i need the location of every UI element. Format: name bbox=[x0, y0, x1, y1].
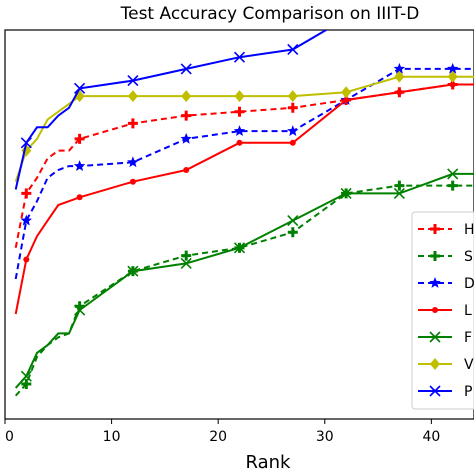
legend-label-l-3: L bbox=[464, 303, 472, 319]
data-point-p-6 bbox=[448, 13, 458, 23]
legend-marker-s-1 bbox=[430, 251, 440, 261]
data-point-v-5 bbox=[181, 90, 192, 103]
data-point-l-3 bbox=[343, 97, 350, 104]
data-point-v-5 bbox=[341, 86, 352, 99]
data-point-d-2 bbox=[393, 62, 406, 74]
series-line-f-4 bbox=[14, 172, 474, 389]
legend-marker-h-0 bbox=[430, 224, 440, 234]
data-point-f-4 bbox=[447, 168, 459, 180]
data-point-p-6 bbox=[287, 43, 299, 56]
series-line-s-1 bbox=[14, 184, 474, 397]
data-point-l-3 bbox=[183, 167, 190, 174]
x-tick-label: 20 bbox=[209, 429, 227, 445]
data-point-s-1 bbox=[181, 250, 192, 261]
data-point-f-4 bbox=[20, 370, 32, 382]
data-point-s-1 bbox=[287, 227, 298, 238]
data-point-d-2 bbox=[233, 125, 246, 136]
legend-marker-f-4 bbox=[429, 331, 441, 343]
legend-label-h-0: H bbox=[464, 222, 474, 238]
chart-title: Test Accuracy Comparison on IIIT-D bbox=[120, 4, 420, 24]
series-line-l-3 bbox=[14, 83, 474, 315]
data-point-f-4 bbox=[340, 187, 352, 199]
data-point-s-1 bbox=[394, 180, 405, 191]
series-group bbox=[14, 13, 474, 397]
plot-area bbox=[4, 29, 474, 420]
legend-label-d-2: D bbox=[464, 276, 474, 292]
data-point-h-0 bbox=[234, 106, 245, 117]
data-point-s-1 bbox=[447, 180, 458, 191]
data-point-f-4 bbox=[127, 265, 139, 277]
legend-marker-d-2 bbox=[429, 277, 441, 288]
legend-label-p-6: P bbox=[464, 384, 472, 400]
data-point-h-0 bbox=[127, 118, 138, 129]
legend-marker-l-3 bbox=[432, 307, 438, 313]
data-point-l-3 bbox=[449, 81, 456, 88]
data-point-d-2 bbox=[287, 125, 299, 136]
data-point-l-3 bbox=[289, 139, 296, 146]
data-point-d-2 bbox=[127, 156, 139, 168]
data-point-v-5 bbox=[447, 70, 458, 83]
legend-marker-v-5 bbox=[430, 358, 440, 370]
series-line-h-0 bbox=[14, 83, 474, 248]
data-point-h-0 bbox=[287, 102, 298, 113]
data-point-v-5 bbox=[234, 90, 245, 103]
x-tick-label: 40 bbox=[422, 429, 440, 445]
legend-marker-p-6 bbox=[429, 385, 441, 397]
data-point-p-6 bbox=[127, 75, 139, 87]
data-point-p-6 bbox=[180, 63, 192, 75]
data-point-l-3 bbox=[76, 194, 83, 201]
data-point-h-0 bbox=[21, 188, 32, 199]
series-line-d-2 bbox=[14, 67, 474, 280]
data-point-p-6 bbox=[233, 51, 246, 63]
x-tick-label: 10 bbox=[103, 429, 121, 445]
data-point-h-0 bbox=[74, 133, 85, 144]
data-point-l-3 bbox=[396, 89, 403, 96]
data-point-l-3 bbox=[129, 178, 136, 185]
data-point-v-5 bbox=[127, 90, 138, 103]
legend-label-v-5: V bbox=[464, 357, 474, 373]
data-point-l-3 bbox=[236, 139, 243, 146]
data-point-d-2 bbox=[180, 132, 192, 144]
data-point-h-0 bbox=[181, 110, 192, 121]
data-point-d-2 bbox=[20, 214, 32, 226]
x-axis-ticks: 0 10 20 30 40 bbox=[4, 419, 440, 445]
data-point-p-6 bbox=[20, 137, 32, 149]
x-tick-label: 30 bbox=[316, 429, 334, 445]
data-point-f-4 bbox=[393, 187, 405, 199]
legend-label-s-1: S bbox=[464, 249, 473, 265]
data-point-f-4 bbox=[74, 304, 86, 316]
series-line-p-6 bbox=[14, 30, 329, 190]
data-point-v-5 bbox=[394, 70, 405, 83]
x-axis-label: Rank bbox=[246, 452, 292, 473]
data-point-f-4 bbox=[180, 257, 192, 269]
data-point-s-1 bbox=[21, 378, 32, 389]
data-point-p-6 bbox=[74, 82, 86, 94]
data-point-f-4 bbox=[287, 215, 299, 227]
x-tick-label: 0 bbox=[5, 429, 14, 445]
data-point-v-5 bbox=[287, 90, 298, 103]
data-point-f-4 bbox=[233, 242, 246, 254]
data-point-d-2 bbox=[73, 160, 86, 171]
legend-label-f-4: F bbox=[464, 330, 472, 346]
data-point-l-3 bbox=[23, 256, 30, 263]
data-point-d-2 bbox=[447, 62, 459, 74]
